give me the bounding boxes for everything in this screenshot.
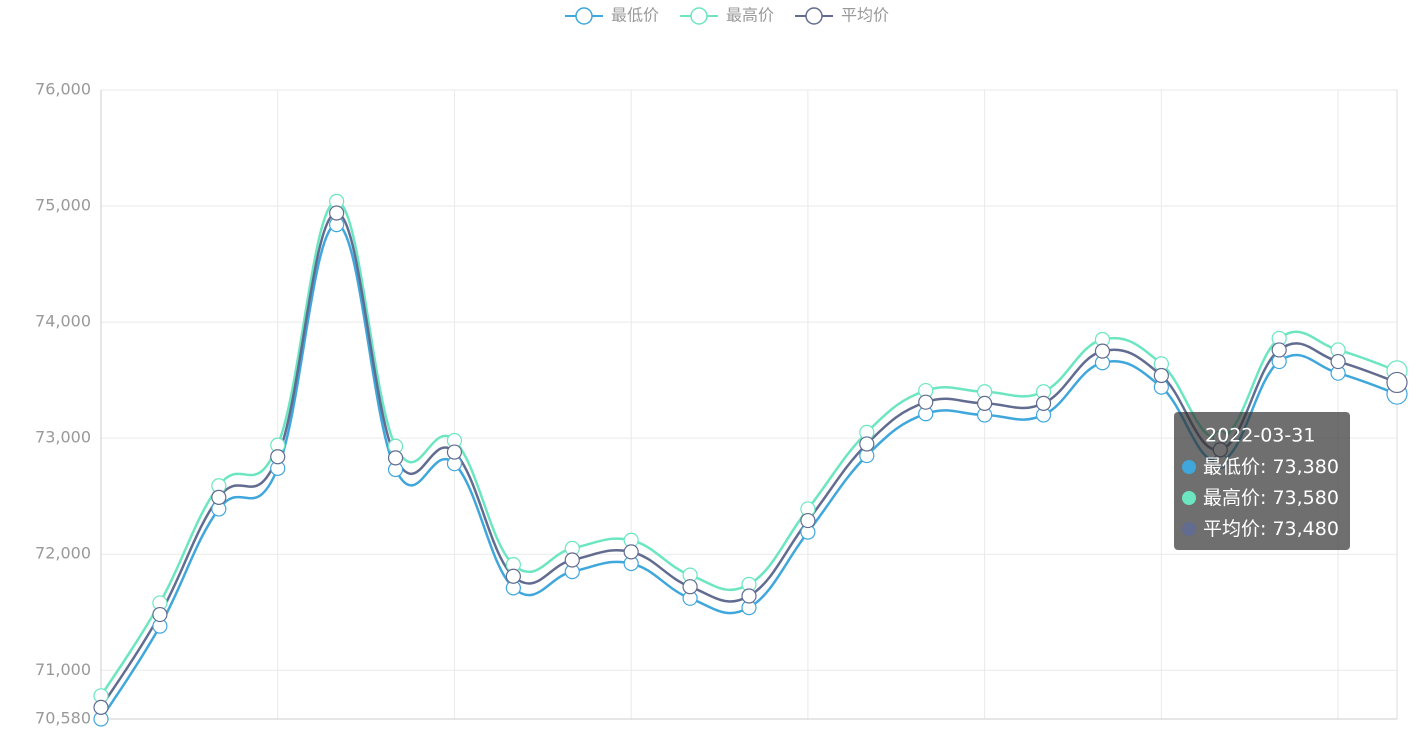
y-tick-label: 72,000 bbox=[35, 544, 91, 563]
data-point bbox=[800, 512, 816, 529]
tooltip-value: 73,480 bbox=[1272, 518, 1338, 540]
data-point bbox=[741, 588, 757, 604]
tooltip-separator: : bbox=[1260, 487, 1272, 509]
data-point bbox=[1271, 342, 1287, 358]
legend-label: 最高价 bbox=[726, 6, 774, 25]
tooltip-separator: : bbox=[1260, 456, 1272, 478]
data-point bbox=[1153, 367, 1169, 384]
data-point bbox=[211, 489, 227, 505]
y-tick-label: 71,000 bbox=[35, 660, 91, 679]
data-point bbox=[329, 205, 345, 221]
tooltip-row: 最高价: 73,580 bbox=[1203, 487, 1339, 509]
tooltip: 2022-03-31 最低价: 73,380 最高价: 73,580 平均价: 73,… bbox=[1174, 412, 1350, 550]
tooltip-value: 73,580 bbox=[1272, 487, 1338, 509]
legend-icon bbox=[575, 7, 593, 25]
data-point bbox=[1035, 395, 1052, 411]
data-point bbox=[859, 436, 875, 452]
data-point bbox=[682, 579, 698, 595]
data-point bbox=[93, 699, 109, 715]
tooltip-box bbox=[1174, 412, 1350, 550]
legend-label: 平均价 bbox=[841, 6, 889, 25]
tooltip-row: 平均价: 73,480 bbox=[1203, 518, 1339, 540]
data-point bbox=[1330, 353, 1346, 370]
data-point bbox=[505, 568, 521, 584]
legend-item[interactable]: 平均价 bbox=[795, 6, 889, 25]
tooltip-title: 2022-03-31 bbox=[1205, 425, 1315, 447]
data-point bbox=[270, 449, 286, 465]
tooltip-series-name: 最高价 bbox=[1203, 487, 1260, 509]
tooltip-dot bbox=[1182, 522, 1196, 536]
y-tick-label: 73,000 bbox=[35, 428, 91, 447]
tooltip-series-name: 最低价 bbox=[1203, 456, 1260, 478]
legend-label: 最低价 bbox=[611, 6, 659, 25]
tooltip-value: 73,380 bbox=[1272, 456, 1338, 478]
tooltip-row: 最低价: 73,380 bbox=[1203, 456, 1339, 478]
y-tick-label: 76,000 bbox=[35, 80, 91, 99]
tooltip-separator: : bbox=[1260, 518, 1272, 540]
data-point bbox=[152, 606, 168, 623]
legend-icon bbox=[690, 7, 708, 25]
tooltip-dot bbox=[1182, 491, 1196, 505]
tooltip-series-name: 平均价 bbox=[1203, 518, 1260, 540]
data-point bbox=[564, 552, 580, 568]
y-tick-label: 70,580 bbox=[35, 709, 91, 728]
data-point bbox=[977, 395, 993, 411]
legend-item[interactable]: 最低价 bbox=[565, 6, 659, 25]
data-point bbox=[1386, 371, 1408, 394]
legend-item[interactable]: 最高价 bbox=[680, 6, 774, 25]
data-point bbox=[918, 394, 934, 410]
tooltip-dot bbox=[1182, 460, 1196, 474]
data-point bbox=[446, 444, 463, 460]
y-tick-label: 75,000 bbox=[35, 196, 91, 215]
data-point bbox=[1094, 343, 1111, 359]
data-point bbox=[623, 544, 639, 560]
data-point bbox=[387, 450, 404, 466]
legend-icon bbox=[805, 7, 823, 25]
y-tick-label: 74,000 bbox=[35, 312, 91, 331]
